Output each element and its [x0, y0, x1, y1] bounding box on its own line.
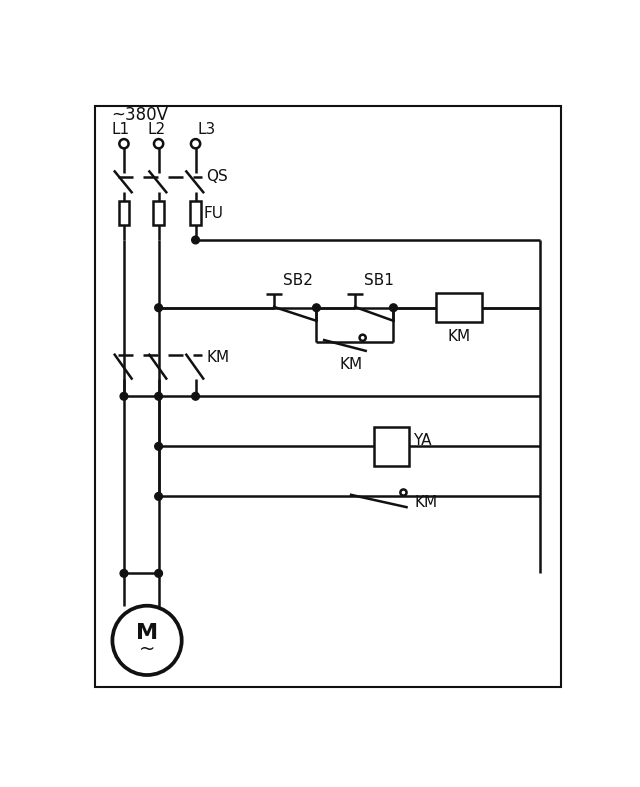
Circle shape — [119, 139, 129, 148]
Circle shape — [155, 442, 163, 450]
Text: FU: FU — [204, 205, 223, 220]
Text: SB2: SB2 — [284, 273, 313, 288]
Circle shape — [155, 570, 163, 577]
Circle shape — [360, 334, 365, 341]
Circle shape — [312, 304, 320, 312]
Text: L2: L2 — [148, 121, 166, 137]
Text: KM: KM — [447, 328, 470, 343]
Circle shape — [155, 493, 163, 501]
Circle shape — [192, 393, 200, 400]
Text: M: M — [136, 623, 158, 643]
Circle shape — [155, 393, 163, 400]
Circle shape — [390, 304, 397, 312]
Text: YA: YA — [413, 433, 432, 448]
Circle shape — [401, 490, 406, 496]
Text: ~: ~ — [139, 640, 156, 659]
Circle shape — [191, 139, 200, 148]
Text: L1: L1 — [111, 121, 129, 137]
Bar — [374, 427, 409, 466]
Bar — [153, 201, 164, 224]
Circle shape — [120, 570, 128, 577]
Circle shape — [120, 393, 128, 400]
Text: L3: L3 — [197, 121, 215, 137]
Bar — [436, 293, 482, 323]
Bar — [190, 201, 201, 224]
Bar — [118, 201, 129, 224]
Text: KM: KM — [414, 495, 437, 510]
Text: KM: KM — [340, 357, 363, 372]
Text: QS: QS — [206, 169, 228, 184]
Circle shape — [192, 236, 200, 244]
Circle shape — [154, 139, 163, 148]
Circle shape — [113, 606, 182, 675]
Text: KM: KM — [206, 349, 230, 364]
Text: ~380V: ~380V — [111, 106, 168, 124]
Text: SB1: SB1 — [364, 273, 394, 288]
Circle shape — [155, 304, 163, 312]
